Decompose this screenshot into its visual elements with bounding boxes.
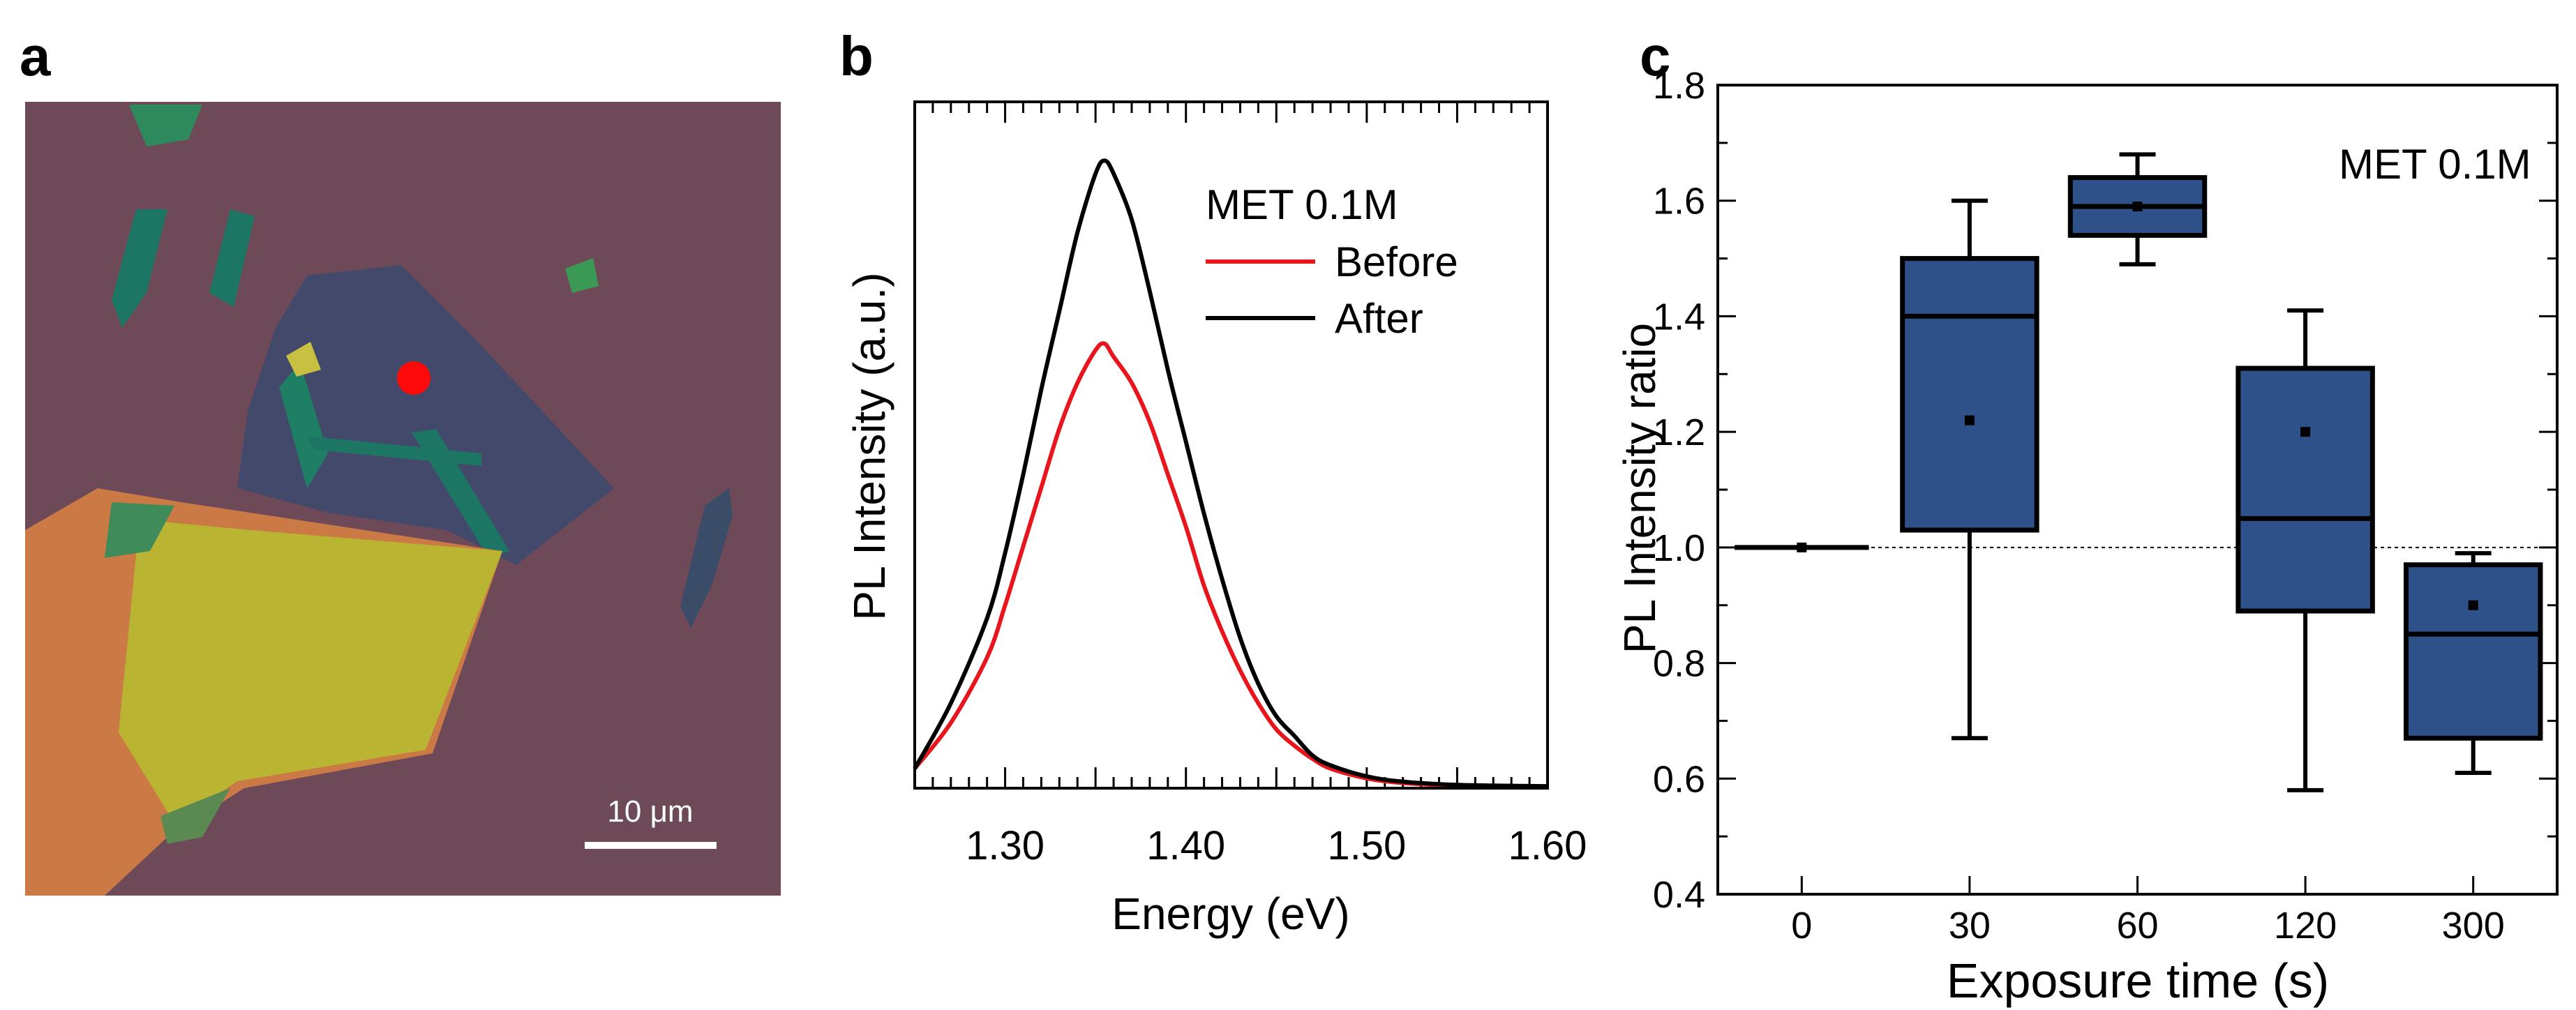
- y-tick-label-c: 0.8: [1653, 643, 1705, 685]
- box-0: [1735, 542, 1869, 552]
- series-line-after: [913, 158, 1548, 789]
- green-flake: [209, 209, 255, 307]
- legend: MET 0.1M Before After: [1206, 181, 1458, 342]
- box-iqr: [2236, 365, 2375, 614]
- x-tick-label-b: 1.30: [966, 823, 1044, 868]
- green-flake: [412, 429, 509, 558]
- measurement-spot: [397, 361, 430, 395]
- micrograph: 10 μm: [25, 102, 781, 896]
- x-tick-label-b: 1.50: [1327, 823, 1406, 868]
- pl-ratio-boxplot: 0.4 0.6 0.8 1.0 1.2 1.4 1.6 1.8 0 30 60 120 300 MET …: [1615, 65, 2559, 1008]
- x-axis-title-c: Exposure time (s): [1947, 954, 2329, 1008]
- x-tick-label-c: 30: [1949, 905, 1991, 947]
- legend-label-after: After: [1335, 295, 1423, 342]
- x-tick-label-c: 120: [2274, 905, 2337, 947]
- y-tick-label-c: 1.2: [1653, 412, 1705, 453]
- annotation-c: MET 0.1M: [2339, 141, 2531, 188]
- y-tick-label-c: 0.6: [1653, 758, 1705, 800]
- thick-flake-green-edge: [105, 502, 174, 558]
- plot-frame-b: [913, 100, 1549, 790]
- green-flake: [112, 209, 167, 328]
- y-tick-label-c: 1.4: [1653, 296, 1705, 338]
- green-flake: [129, 105, 202, 146]
- box-120: [2236, 308, 2375, 792]
- x-tick-label-b: 1.60: [1508, 823, 1587, 868]
- legend-title: MET 0.1M: [1206, 181, 1398, 228]
- box-mean-marker: [1797, 542, 1807, 552]
- y-tick-label-c: 1.6: [1653, 181, 1705, 223]
- y-tick-label-c: 0.4: [1653, 874, 1705, 916]
- legend-label-before: Before: [1335, 239, 1458, 285]
- pl-spectrum-chart: 1.30 1.40 1.50 1.60 Energy (eV) PL Intensit…: [844, 100, 1587, 939]
- x-tick-label-c: 60: [2116, 905, 2158, 947]
- x-tick-label-c: 0: [1791, 905, 1812, 947]
- box-iqr: [1900, 256, 2039, 533]
- panel-label-a: a: [20, 25, 51, 87]
- box-mean-marker: [1964, 415, 1975, 425]
- y-tick-label-c: 1.0: [1653, 527, 1705, 569]
- panel-label-b: b: [839, 25, 874, 87]
- y-tick-label-c: 1.8: [1653, 65, 1705, 107]
- x-tick-label-c: 300: [2442, 905, 2505, 947]
- box-300: [2403, 551, 2543, 775]
- blue-flake: [237, 265, 614, 565]
- green-flake: [279, 363, 328, 488]
- box-mean-marker: [2132, 202, 2143, 211]
- panel-label-c: c: [1640, 25, 1671, 87]
- yellow-speck: [286, 342, 321, 377]
- series-line-before: [913, 341, 1548, 789]
- thick-flake-yellow: [119, 520, 502, 823]
- plot-frame-c: [1716, 84, 2559, 896]
- box-60: [2067, 152, 2208, 266]
- scale-bar-label: 10 μm: [607, 794, 693, 829]
- y-axis-title-c: PL Intensity ratio: [1615, 323, 1665, 654]
- scale-bar: [585, 842, 717, 849]
- box-mean-marker: [2468, 600, 2478, 610]
- y-axis-title-b: PL Intensity (a.u.): [844, 272, 894, 620]
- green-flake: [680, 488, 733, 628]
- x-axis-title-b: Energy (eV): [1111, 889, 1349, 939]
- x-tick-label-b: 1.40: [1146, 823, 1225, 868]
- thick-flake-green-edge: [160, 788, 230, 844]
- box-mean-marker: [2300, 427, 2311, 437]
- box-iqr: [2403, 562, 2543, 741]
- box-30: [1900, 198, 2039, 741]
- green-flake: [565, 258, 599, 293]
